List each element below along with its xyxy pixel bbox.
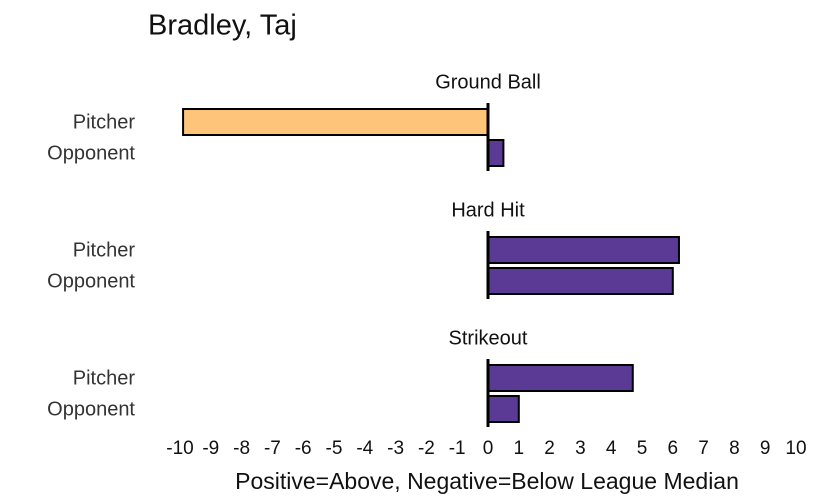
bar bbox=[487, 395, 520, 423]
y-tick-label: Opponent bbox=[47, 270, 135, 292]
x-tick-label: -4 bbox=[356, 438, 373, 459]
x-tick-label: 10 bbox=[785, 438, 806, 459]
bar bbox=[487, 267, 674, 295]
x-tick-label: 7 bbox=[698, 438, 709, 459]
x-tick-label: -8 bbox=[233, 438, 250, 459]
x-tick-label: -7 bbox=[264, 438, 281, 459]
x-tick-label: -5 bbox=[326, 438, 343, 459]
x-tick-label: -2 bbox=[418, 438, 435, 459]
bar bbox=[487, 139, 505, 167]
bar bbox=[182, 108, 490, 136]
x-tick-label: -6 bbox=[295, 438, 312, 459]
x-tick-label: -9 bbox=[202, 438, 219, 459]
panel-title: Ground Ball bbox=[435, 71, 541, 93]
x-tick-label: -10 bbox=[166, 438, 193, 459]
x-tick-label: -1 bbox=[449, 438, 466, 459]
x-tick-label: 1 bbox=[514, 438, 525, 459]
y-tick-label: Pitcher bbox=[73, 239, 136, 261]
x-tick-label: 4 bbox=[606, 438, 617, 459]
x-tick-label: 8 bbox=[729, 438, 740, 459]
x-tick-label: 2 bbox=[544, 438, 555, 459]
y-tick-label: Opponent bbox=[47, 142, 135, 164]
panel-title: Hard Hit bbox=[451, 199, 525, 221]
y-tick-label: Pitcher bbox=[73, 367, 136, 389]
x-tick-label: 9 bbox=[760, 438, 771, 459]
bar bbox=[487, 364, 634, 392]
panel-title: Strikeout bbox=[449, 327, 528, 349]
x-tick-label: 6 bbox=[668, 438, 679, 459]
chart-title: Bradley, Taj bbox=[148, 10, 297, 42]
x-tick-label: 0 bbox=[483, 438, 494, 459]
x-tick-label: -3 bbox=[387, 438, 404, 459]
x-axis-label: Positive=Above, Negative=Below League Me… bbox=[235, 468, 739, 494]
x-tick-label: 5 bbox=[637, 438, 648, 459]
x-tick-label: 3 bbox=[575, 438, 586, 459]
y-tick-label: Pitcher bbox=[73, 111, 136, 133]
bar bbox=[487, 236, 680, 264]
y-tick-label: Opponent bbox=[47, 398, 135, 420]
